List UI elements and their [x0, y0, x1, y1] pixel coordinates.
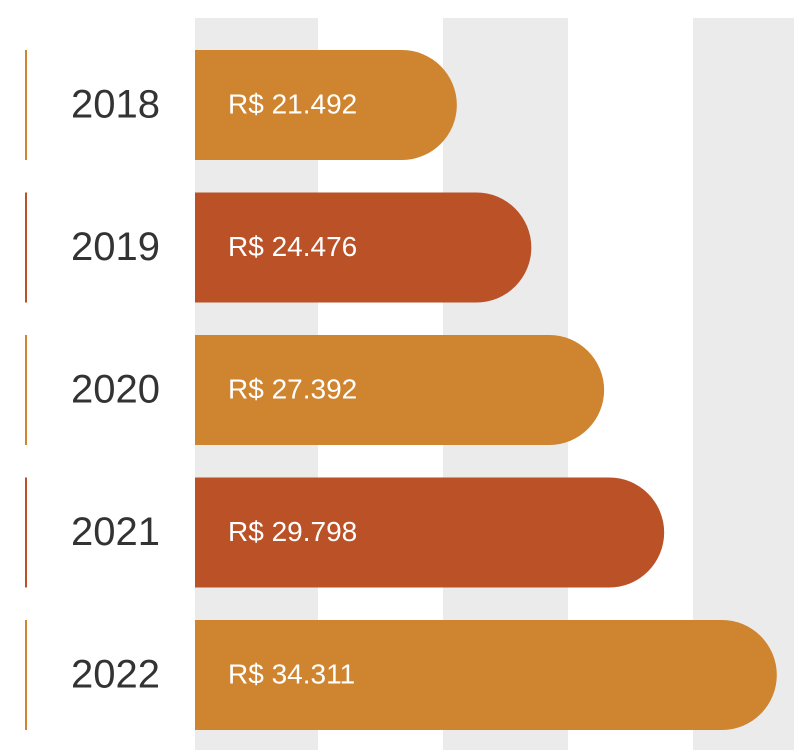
category-label: 2021 [71, 510, 160, 554]
value-label: R$ 27.392 [228, 373, 357, 404]
bar [195, 50, 457, 160]
category-label: 2018 [71, 83, 160, 127]
bar [195, 335, 605, 445]
bar [195, 620, 777, 730]
category-label: 2020 [71, 368, 160, 412]
category-label: 2022 [71, 653, 160, 697]
value-label: R$ 29.798 [228, 516, 357, 547]
category-label: 2019 [71, 225, 160, 269]
value-label: R$ 21.492 [228, 88, 357, 119]
bar [195, 477, 665, 588]
value-label: R$ 24.476 [228, 231, 357, 262]
value-label: R$ 34.311 [228, 658, 355, 689]
bar [195, 192, 532, 303]
